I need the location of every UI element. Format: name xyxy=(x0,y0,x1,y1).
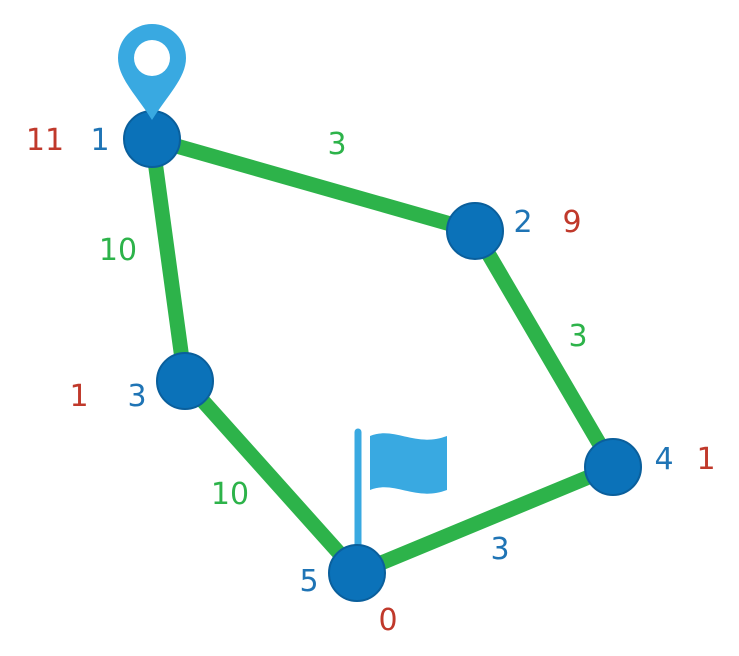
edge-weight-1-2: 3 xyxy=(327,127,346,162)
edge-weight-1-3: 10 xyxy=(99,233,137,268)
node-label-5: 5 xyxy=(299,564,318,599)
edge-weight-2-4: 3 xyxy=(568,319,587,354)
node-label-3: 3 xyxy=(127,379,146,414)
edge-1-2 xyxy=(144,131,483,239)
node-4 xyxy=(584,438,642,496)
edge-2-4 xyxy=(467,223,621,475)
node-label-2: 2 xyxy=(513,205,532,240)
distance-labels: 11 9 1 1 0 xyxy=(26,123,716,638)
edge-weight-3-5: 10 xyxy=(211,477,249,512)
edge-weight-4-5: 3 xyxy=(490,532,509,567)
edge-4-5 xyxy=(349,459,621,581)
distance-label-2: 9 xyxy=(562,205,581,240)
nodes xyxy=(123,110,642,602)
node-label-4: 4 xyxy=(654,442,673,477)
node-5 xyxy=(328,544,386,602)
edge-weight-labels: 3 10 3 10 3 xyxy=(99,127,588,567)
node-label-1: 1 xyxy=(90,123,109,158)
distance-label-4: 1 xyxy=(696,442,715,477)
distance-label-1: 11 xyxy=(26,123,64,158)
node-3 xyxy=(156,352,214,410)
edges xyxy=(144,131,621,581)
distance-label-3: 1 xyxy=(69,379,88,414)
distance-label-5: 0 xyxy=(378,603,397,638)
edge-1-3 xyxy=(144,131,193,389)
node-2 xyxy=(446,202,504,260)
edge-3-5 xyxy=(177,373,365,581)
map-pin-icon xyxy=(118,24,186,120)
node-labels: 1 2 3 4 5 xyxy=(90,123,673,599)
